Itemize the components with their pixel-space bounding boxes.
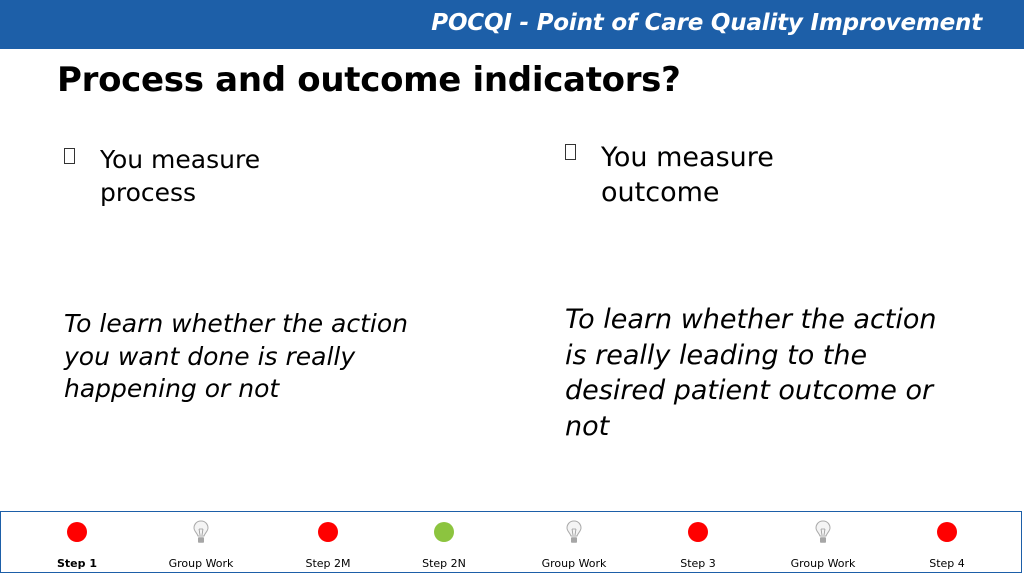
red-dot-icon: [67, 522, 87, 542]
slide-title: Process and outcome indicators?: [57, 60, 681, 100]
red-dot-icon: [937, 522, 957, 542]
right-note: To learn whether the action is really le…: [565, 304, 937, 442]
lightbulb-icon: [815, 520, 831, 543]
step-item[interactable]: Step 2N: [384, 512, 504, 572]
step-item[interactable]: Step 1: [17, 512, 137, 572]
left-note: To learn whether the action you want don…: [64, 309, 408, 403]
step-item[interactable]: Group Work: [763, 512, 883, 572]
step-navigation-bar: Step 1 Group Work Step 2M Step 2N Group …: [0, 511, 1022, 573]
step-label: Step 3: [680, 557, 716, 570]
lightbulb-icon: [193, 520, 209, 543]
header-title: POCQI - Point of Care Quality Improvemen…: [431, 10, 982, 36]
lightbulb-icon: [566, 520, 582, 543]
step-item[interactable]: Step 2M: [268, 512, 388, 572]
header-bar: POCQI - Point of Care Quality Improvemen…: [0, 0, 1024, 49]
step-label: Group Work: [790, 557, 856, 570]
right-bullet: You measure outcome: [565, 140, 861, 210]
step-label: Step 2N: [422, 557, 466, 570]
step-label: Group Work: [541, 557, 607, 570]
right-bullet-text: You measure outcome: [601, 142, 774, 209]
bullet-box-icon: [64, 148, 75, 164]
red-dot-icon: [688, 522, 708, 542]
step-item[interactable]: Step 4: [887, 512, 1007, 572]
step-label: Step 1: [57, 557, 97, 570]
left-bullet: You measure process: [64, 144, 330, 209]
step-label: Step 2M: [305, 557, 351, 570]
step-item[interactable]: Group Work: [141, 512, 261, 572]
step-label: Step 4: [929, 557, 965, 570]
bullet-box-icon: [565, 144, 576, 160]
step-item[interactable]: Step 3: [638, 512, 758, 572]
red-dot-icon: [318, 522, 338, 542]
left-bullet-text: You measure process: [100, 145, 261, 207]
step-item[interactable]: Group Work: [514, 512, 634, 572]
green-dot-icon: [434, 522, 454, 542]
step-label: Group Work: [168, 557, 234, 570]
